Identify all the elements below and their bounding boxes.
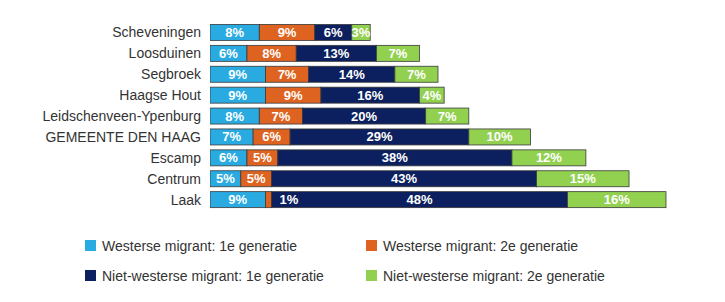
category-label: Scheveningen: [112, 24, 201, 40]
bar-segment: [395, 66, 438, 82]
bar-segment: [247, 45, 296, 61]
bar-segment: [278, 150, 512, 166]
bar-segment: [247, 150, 278, 166]
data-label: 1%: [280, 192, 299, 207]
legend: Westerse migrant: 1e generatie Westerse m…: [85, 238, 605, 284]
data-label: 29%: [366, 129, 392, 144]
data-label: 9%: [228, 88, 247, 103]
data-label: 9%: [284, 88, 303, 103]
bar-segment: [309, 66, 395, 82]
bar-segment: [290, 129, 469, 145]
legend-label: Westerse migrant: 1e generatie: [102, 238, 297, 254]
data-label: 6%: [219, 150, 238, 165]
bar-segment: [420, 87, 445, 103]
data-label: 48%: [406, 192, 432, 207]
legend-label: Westerse migrant: 2e generatie: [383, 238, 578, 254]
labels: Scheveningen 8% 9% 6% 3% Loosduinen 6% 8% 13% 7% S…: [42, 24, 630, 207]
bar-segment: [210, 24, 259, 40]
category-label: Escamp: [150, 150, 201, 166]
bar-segment: [241, 171, 272, 187]
data-label: 3%: [352, 25, 371, 40]
data-label: 9%: [228, 192, 247, 207]
data-label: 20%: [351, 109, 377, 124]
bar-segment: [265, 192, 271, 208]
bar-segment: [265, 87, 320, 103]
bar-segment: [259, 24, 314, 40]
data-label: 38%: [382, 150, 408, 165]
data-label: 8%: [262, 46, 281, 61]
data-label: 7%: [389, 46, 408, 61]
data-label: 7%: [407, 67, 426, 82]
bar-segment: [537, 171, 629, 187]
category-label: Loosduinen: [129, 45, 201, 61]
legend-label: Niet-westerse migrant: 1e generatie: [102, 268, 324, 284]
data-label: 7%: [222, 129, 241, 144]
data-label: 9%: [278, 25, 297, 40]
bar-segment: [302, 108, 425, 124]
bar-segment: [315, 24, 352, 40]
data-label: 6%: [262, 129, 281, 144]
data-label: 15%: [570, 171, 596, 186]
bar-segment: [259, 108, 302, 124]
bar-segment: [210, 150, 247, 166]
data-label: 6%: [219, 46, 238, 61]
data-label: 7%: [278, 67, 297, 82]
data-label: 13%: [323, 46, 349, 61]
data-label: 43%: [391, 171, 417, 186]
data-label: 7%: [271, 109, 290, 124]
data-label: 5%: [253, 150, 272, 165]
category-label: Centrum: [147, 171, 201, 187]
bar-segment: [321, 87, 420, 103]
bar-segment: [296, 45, 376, 61]
category-label: Laak: [171, 192, 202, 208]
data-label: 16%: [357, 88, 383, 103]
bar-segment: [512, 150, 586, 166]
category-label: Leidschenveen-Ypenburg: [42, 108, 201, 124]
data-label: 6%: [324, 25, 343, 40]
data-label: 8%: [225, 109, 244, 124]
bar-segment: [210, 192, 265, 208]
legend-swatch: [366, 270, 377, 281]
chart: Scheveningen 8% 9% 6% 3% Loosduinen 6% 8% 13% 7% S…: [0, 0, 725, 302]
data-label: 8%: [225, 25, 244, 40]
legend-swatch: [366, 240, 377, 251]
data-label: 5%: [247, 171, 266, 186]
bar-segment: [253, 129, 290, 145]
bar-segment: [210, 108, 259, 124]
bar-segment: [210, 171, 241, 187]
bar-segment: [272, 192, 568, 208]
legend-swatch: [85, 270, 96, 281]
bar-segment: [210, 66, 265, 82]
data-label: 10%: [487, 129, 513, 144]
category-label: GEMEENTE DEN HAAG: [45, 129, 201, 145]
bar-segment: [210, 45, 247, 61]
bar-segment: [352, 24, 370, 40]
data-label: 12%: [536, 150, 562, 165]
category-label: Haagse Hout: [119, 87, 201, 103]
legend-swatch: [85, 240, 96, 251]
data-label: 16%: [604, 192, 630, 207]
bars: [210, 24, 666, 207]
legend-label: Niet-westerse migrant: 2e generatie: [383, 268, 605, 284]
bar-segment: [426, 108, 469, 124]
data-label: 5%: [216, 171, 235, 186]
bar-segment: [210, 129, 253, 145]
bar-segment: [469, 129, 531, 145]
bar-segment: [265, 66, 308, 82]
data-label: 9%: [228, 67, 247, 82]
data-label: 4%: [422, 88, 441, 103]
bar-segment: [376, 45, 419, 61]
bar-segment: [210, 87, 265, 103]
category-label: Segbroek: [141, 66, 202, 82]
data-label: 14%: [339, 67, 365, 82]
bar-segment: [272, 171, 537, 187]
bar-segment: [567, 192, 666, 208]
data-label: 7%: [438, 109, 457, 124]
